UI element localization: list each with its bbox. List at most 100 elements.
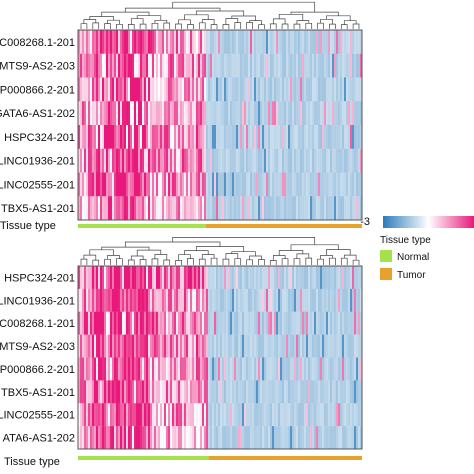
heatmap-cell bbox=[96, 311, 99, 335]
heatmap-cell bbox=[248, 288, 251, 312]
heatmap-cell bbox=[142, 77, 145, 102]
heatmap-cell bbox=[122, 196, 125, 221]
heatmap-cell bbox=[182, 266, 185, 290]
heatmap-cell bbox=[302, 357, 305, 381]
heatmap-cell bbox=[222, 357, 225, 381]
heatmap-cell bbox=[170, 196, 173, 221]
heatmap-cell bbox=[338, 77, 341, 102]
heatmap-cell bbox=[166, 172, 169, 197]
heatmap-cell bbox=[176, 288, 179, 312]
heatmap-cell bbox=[228, 266, 231, 290]
heatmap-cell bbox=[300, 403, 303, 427]
heatmap-cell bbox=[106, 266, 109, 290]
heatmap-cell bbox=[282, 30, 285, 54]
heatmap-cell bbox=[132, 380, 135, 404]
heatmap-cell bbox=[324, 426, 327, 450]
heatmap-cell bbox=[112, 101, 115, 126]
heatmap-cell bbox=[280, 77, 283, 102]
heatmap-cell bbox=[308, 357, 311, 381]
heatmap-cell bbox=[160, 380, 163, 404]
heatmap-cell bbox=[256, 380, 259, 404]
heatmap-cell bbox=[200, 403, 203, 427]
heatmap-cell bbox=[346, 426, 349, 450]
heatmap-cell bbox=[118, 380, 121, 404]
heatmap-cell bbox=[138, 196, 141, 221]
heatmap-cell bbox=[266, 426, 269, 450]
row-label: TBX5-AS1-201 bbox=[1, 387, 75, 399]
heatmap-cell bbox=[336, 125, 339, 149]
heatmap-cell bbox=[264, 148, 267, 173]
heatmap-cell bbox=[142, 311, 145, 335]
heatmap-cell bbox=[162, 288, 165, 312]
heatmap-cell bbox=[236, 380, 239, 404]
heatmap-cell bbox=[188, 380, 191, 404]
heatmap-cell bbox=[278, 334, 281, 358]
dendrogram-branch bbox=[246, 259, 253, 265]
heatmap-cell bbox=[332, 125, 335, 149]
dendrogram-branch bbox=[139, 23, 147, 29]
heatmap-cell bbox=[132, 196, 135, 221]
heatmap-cell bbox=[166, 30, 169, 54]
heatmap-cell bbox=[190, 311, 193, 335]
heatmap-cell bbox=[80, 196, 83, 221]
heatmap-cell bbox=[262, 30, 265, 54]
dendrogram-branch bbox=[175, 260, 182, 265]
heatmap-cell bbox=[242, 426, 245, 450]
heatmap-cell bbox=[228, 101, 231, 126]
heatmap-cell bbox=[140, 334, 143, 358]
heatmap-cell bbox=[214, 53, 217, 78]
heatmap-cell bbox=[356, 311, 359, 335]
heatmap-cell bbox=[208, 311, 211, 335]
heatmap-cell bbox=[278, 426, 281, 450]
heatmap-cell bbox=[354, 266, 357, 290]
heatmap-cell bbox=[138, 357, 141, 381]
heatmap-cell bbox=[88, 125, 91, 149]
heatmap-cell bbox=[334, 77, 337, 102]
heatmap-cell bbox=[142, 426, 145, 450]
heatmap-cell bbox=[252, 266, 255, 290]
heatmap-cell bbox=[90, 196, 93, 221]
heatmap-cell bbox=[360, 380, 363, 404]
heatmap-cell bbox=[172, 380, 175, 404]
heatmap-cell bbox=[230, 77, 233, 102]
heatmap-cell bbox=[146, 266, 149, 290]
heatmap-cell bbox=[326, 101, 329, 126]
heatmap-cell bbox=[202, 334, 205, 358]
heatmap-cell bbox=[244, 148, 247, 173]
heatmap-cell bbox=[82, 311, 85, 335]
heatmap-cell bbox=[164, 196, 167, 221]
heatmap-cell bbox=[166, 77, 169, 102]
heatmap-cell bbox=[86, 311, 89, 335]
heatmap-cell bbox=[242, 403, 245, 427]
heatmap-cell bbox=[312, 288, 315, 312]
heatmap-cell bbox=[360, 266, 363, 290]
heatmap-cell bbox=[316, 334, 319, 358]
heatmap-cell bbox=[122, 125, 125, 149]
heatmap-cell bbox=[314, 77, 317, 102]
heatmap-cell bbox=[328, 101, 331, 126]
heatmap-cell bbox=[360, 334, 363, 358]
heatmap-cell bbox=[284, 77, 287, 102]
heatmap-cell bbox=[334, 334, 337, 358]
heatmap-cell bbox=[112, 266, 115, 290]
heatmap-cell bbox=[178, 101, 181, 126]
heatmap-cell bbox=[236, 77, 239, 102]
heatmap-cell bbox=[140, 172, 143, 197]
heatmap-cell bbox=[94, 30, 97, 54]
heatmap-cell bbox=[108, 334, 111, 358]
dendrogram-branch bbox=[104, 258, 111, 265]
heatmap-cell bbox=[250, 426, 253, 450]
heatmap-cell bbox=[80, 357, 83, 381]
heatmap-cell bbox=[348, 311, 351, 335]
heatmap-cell bbox=[214, 380, 217, 404]
heatmap-cell bbox=[96, 196, 99, 221]
heatmap-cell bbox=[234, 196, 237, 221]
heatmap-cell bbox=[246, 77, 249, 102]
heatmap-cell bbox=[144, 357, 147, 381]
heatmap-cell bbox=[328, 148, 331, 173]
heatmap-cell bbox=[322, 125, 325, 149]
heatmap-cell bbox=[136, 380, 139, 404]
heatmap-cell bbox=[216, 334, 219, 358]
heatmap-cell bbox=[232, 311, 235, 335]
heatmap-cell bbox=[96, 53, 99, 78]
